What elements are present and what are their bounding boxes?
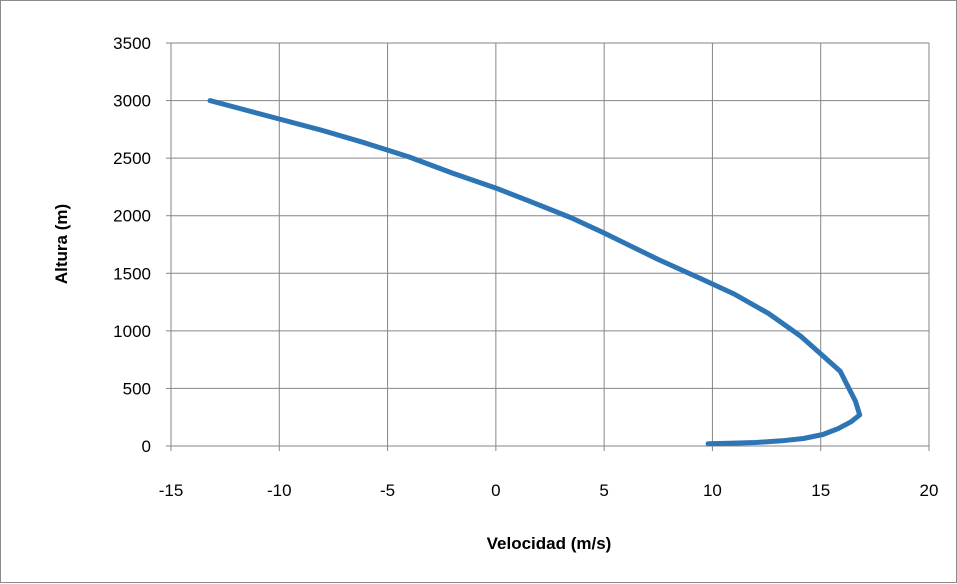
y-tick-label: 3000 [113, 92, 151, 111]
y-axis-title: Altura (m) [52, 204, 71, 284]
x-tick-label: -10 [267, 481, 292, 500]
y-tick-label: 1500 [113, 264, 151, 283]
x-tick-label: 0 [491, 481, 500, 500]
y-tick-label: 0 [142, 437, 151, 456]
gridlines [166, 42, 930, 451]
series-line [207, 98, 863, 447]
tick-labels: -15 -10 -5 0 5 10 15 20 0 500 1000 1500 2000 2500 3000… [113, 34, 938, 500]
x-tick-label: -15 [159, 481, 184, 500]
x-tick-label: 20 [920, 481, 939, 500]
x-tick-label: 15 [811, 481, 830, 500]
x-axis-title: Velocidad (m/s) [487, 534, 612, 553]
y-tick-label: 2500 [113, 149, 151, 168]
x-tick-label: -5 [380, 481, 395, 500]
y-tick-label: 500 [123, 379, 151, 398]
y-tick-label: 1000 [113, 322, 151, 341]
series-group [207, 98, 863, 447]
x-tick-label: 10 [703, 481, 722, 500]
y-tick-label: 3500 [113, 34, 151, 53]
x-tick-label: 5 [599, 481, 608, 500]
y-tick-label: 2000 [113, 207, 151, 226]
